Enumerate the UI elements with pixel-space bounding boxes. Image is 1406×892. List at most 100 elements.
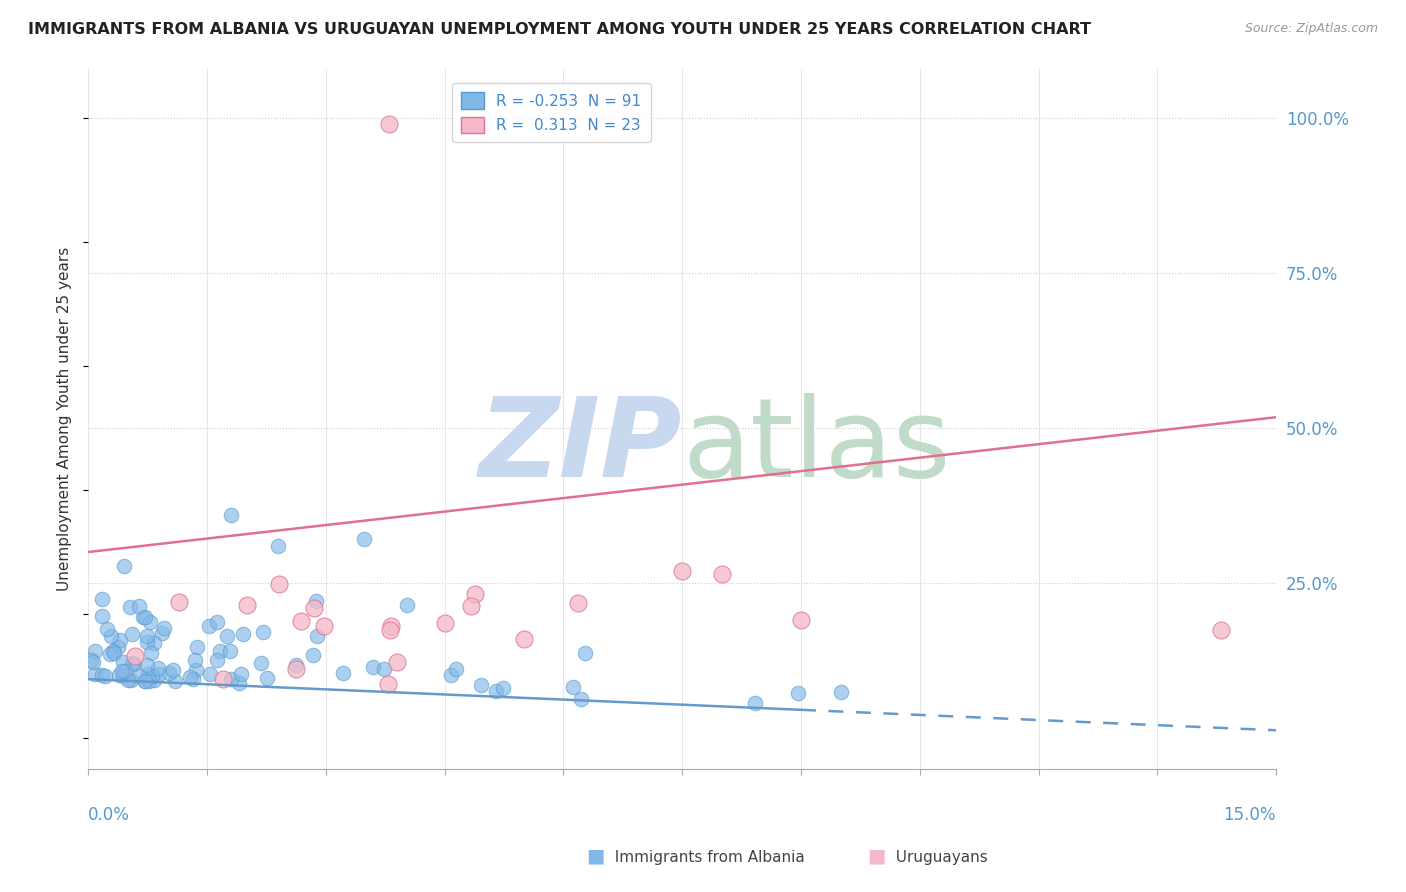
Point <box>470 678 492 692</box>
Point <box>744 696 766 710</box>
Point <box>96 622 118 636</box>
Point <box>395 599 418 613</box>
Point <box>143 636 166 650</box>
Point <box>219 508 242 522</box>
Point <box>90 668 112 682</box>
Point <box>302 601 325 615</box>
Point <box>460 599 482 613</box>
Point <box>91 608 114 623</box>
Point <box>135 657 157 672</box>
Point <box>485 683 508 698</box>
Point <box>256 671 278 685</box>
Text: ZIP: ZIP <box>478 393 682 500</box>
Point <box>186 663 208 677</box>
Point <box>567 596 589 610</box>
Point <box>385 656 408 670</box>
Text: Source: ZipAtlas.com: Source: ZipAtlas.com <box>1244 22 1378 36</box>
Point <box>108 667 131 681</box>
Point <box>290 615 312 629</box>
Text: atlas: atlas <box>682 393 950 500</box>
Point <box>373 662 395 676</box>
Point <box>569 692 592 706</box>
Point <box>128 668 150 682</box>
Point <box>134 674 156 689</box>
Point <box>218 643 240 657</box>
Point <box>124 648 146 663</box>
Point <box>94 669 117 683</box>
Point <box>134 673 156 688</box>
Point <box>84 667 107 681</box>
Point <box>83 644 105 658</box>
Point <box>90 591 112 606</box>
Point <box>141 646 163 660</box>
Point <box>440 667 463 681</box>
Point <box>117 673 139 687</box>
Y-axis label: Unemployment Among Youth under 25 years: Unemployment Among Youth under 25 years <box>58 247 72 591</box>
Point <box>136 629 159 643</box>
Point <box>302 648 325 662</box>
Point <box>464 587 486 601</box>
Point <box>128 599 150 614</box>
Point <box>132 610 155 624</box>
Point <box>305 629 328 643</box>
Point <box>148 661 170 675</box>
Point <box>143 673 166 687</box>
Point <box>82 655 104 669</box>
Text: ■: ■ <box>586 847 605 865</box>
Point <box>380 623 402 637</box>
Point <box>380 618 402 632</box>
Point <box>101 644 124 658</box>
Point <box>136 666 159 681</box>
Point <box>205 653 228 667</box>
Text: 15.0%: 15.0% <box>1223 806 1277 824</box>
Point <box>139 615 162 629</box>
Text: ■: ■ <box>868 847 886 865</box>
Point <box>361 660 384 674</box>
Point <box>830 685 852 699</box>
Point <box>232 627 254 641</box>
Point <box>790 613 813 627</box>
Point <box>121 627 143 641</box>
Point <box>103 646 125 660</box>
Point <box>267 539 290 553</box>
Point <box>353 532 375 546</box>
Point <box>562 680 585 694</box>
Point <box>112 655 135 669</box>
Point <box>444 662 467 676</box>
Point <box>181 672 204 686</box>
Text: Uruguayans: Uruguayans <box>886 850 987 865</box>
Point <box>107 640 129 654</box>
Point <box>112 669 135 683</box>
Point <box>433 616 456 631</box>
Point <box>120 673 142 687</box>
Point <box>184 653 207 667</box>
Point <box>574 646 596 660</box>
Point <box>710 566 733 581</box>
Point <box>219 672 242 686</box>
Point <box>110 633 132 648</box>
Point <box>205 615 228 630</box>
Point <box>167 595 190 609</box>
Point <box>134 609 156 624</box>
Point <box>122 657 145 671</box>
Point <box>186 640 208 654</box>
Point <box>787 686 810 700</box>
Point <box>231 666 253 681</box>
Point <box>200 667 222 681</box>
Point <box>235 598 257 612</box>
Point <box>377 677 399 691</box>
Point <box>332 666 354 681</box>
Point <box>135 635 157 649</box>
Point <box>209 644 232 658</box>
Point <box>111 664 134 678</box>
Point <box>141 669 163 683</box>
Point <box>157 665 180 680</box>
Point <box>252 624 274 639</box>
Point <box>314 619 336 633</box>
Point <box>198 619 221 633</box>
Point <box>378 117 401 131</box>
Point <box>121 656 143 670</box>
Point <box>114 664 136 678</box>
Legend: R = -0.253  N = 91, R =  0.313  N = 23: R = -0.253 N = 91, R = 0.313 N = 23 <box>453 83 651 143</box>
Point <box>162 663 184 677</box>
